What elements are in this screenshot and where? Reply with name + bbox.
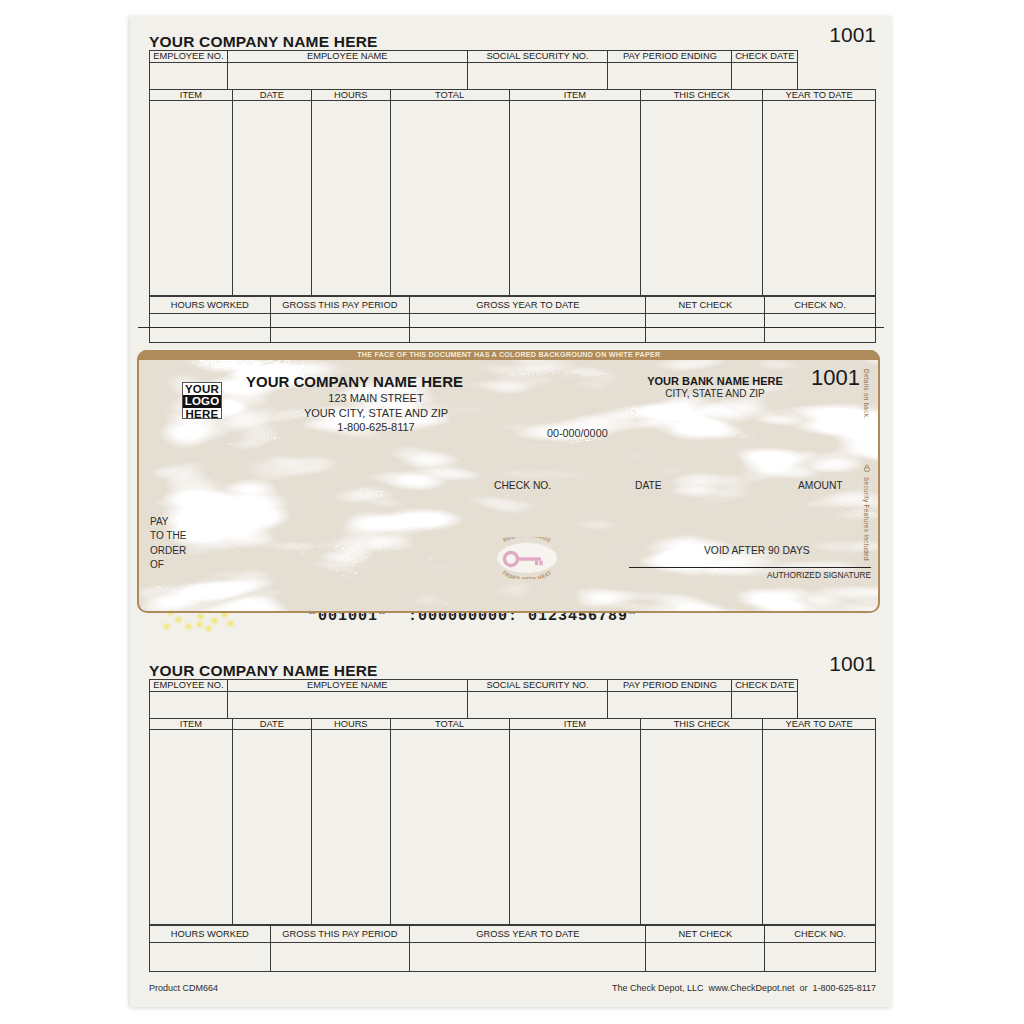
svg-text:RUB AND IMAGE: RUB AND IMAGE [502, 537, 552, 543]
